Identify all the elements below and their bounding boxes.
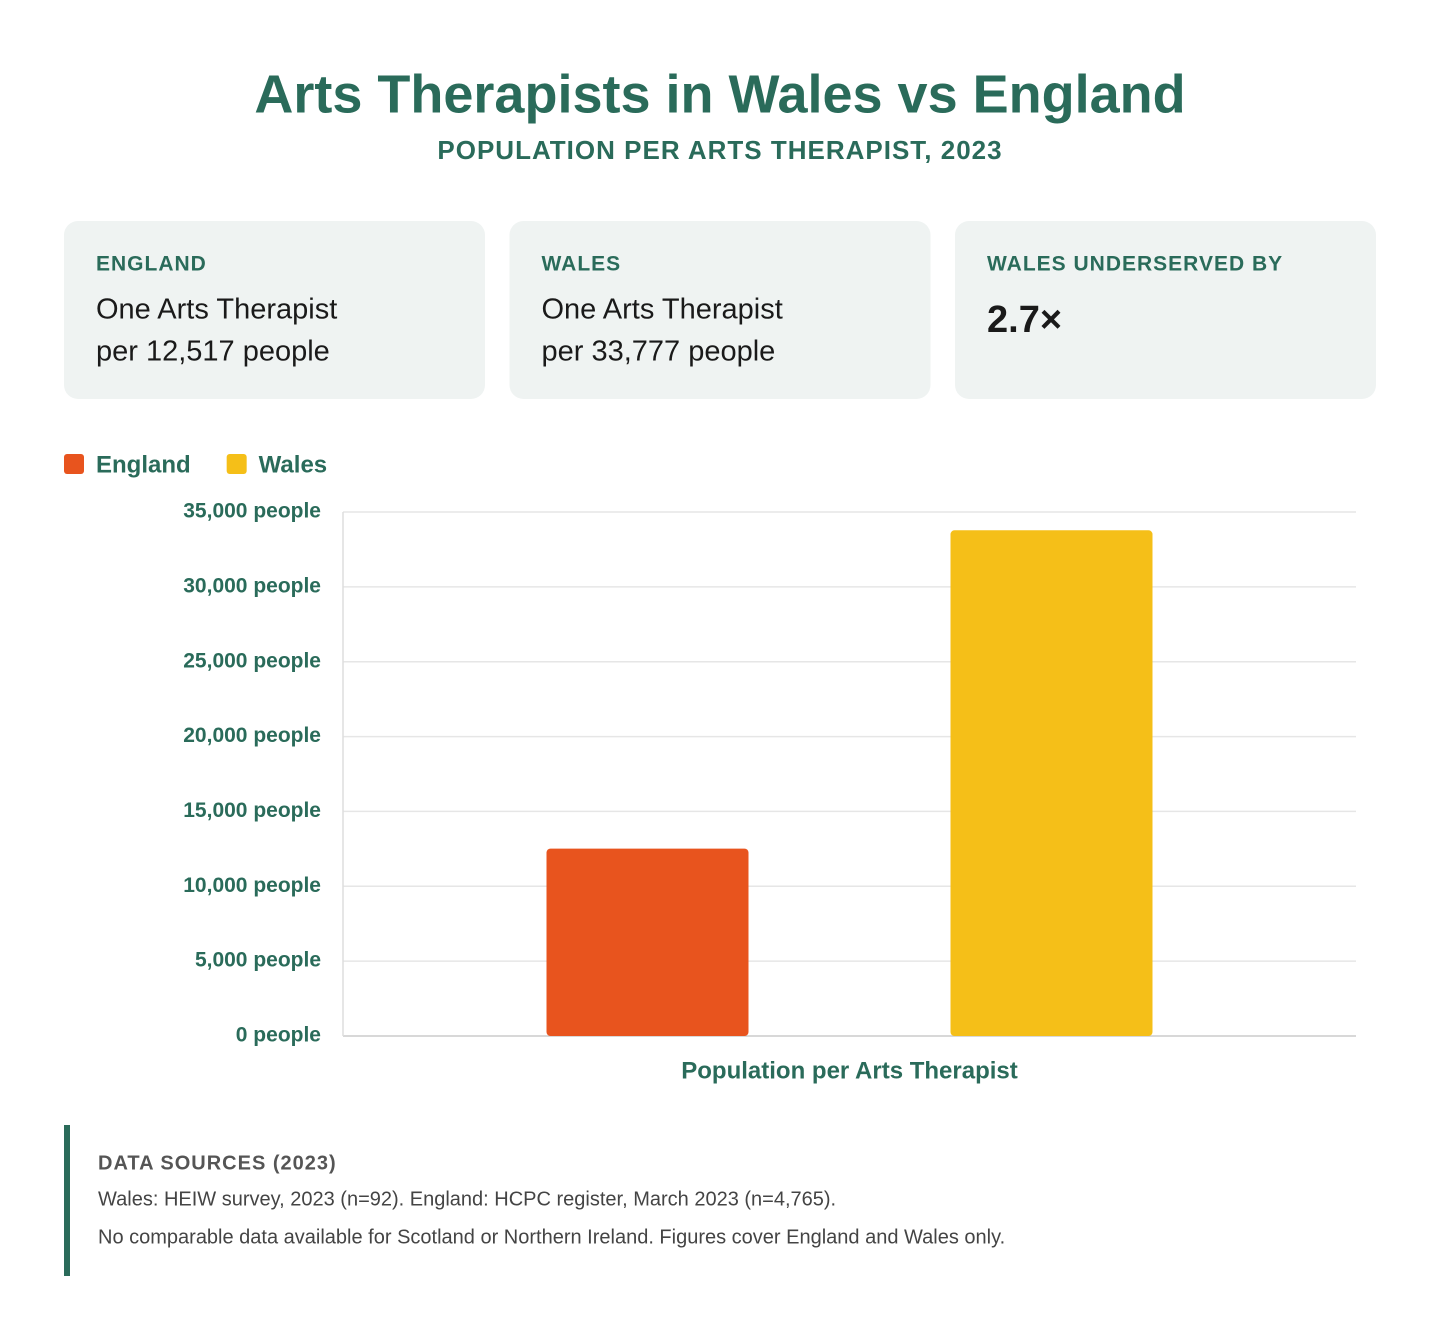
sources-line: Wales: HEIW survey, 2023 (n=92). England… [98, 1188, 836, 1210]
card-text: 2.7× [987, 299, 1062, 341]
sources-line: No comparable data available for Scotlan… [98, 1226, 1005, 1248]
card-label: WALES UNDERSERVED BY [987, 253, 1283, 276]
y-tick-label: 10,000 people [183, 874, 321, 897]
card-text: One Arts Therapist [542, 294, 783, 326]
card-label: WALES [542, 253, 622, 276]
legend-swatch [64, 454, 84, 474]
bar [950, 530, 1153, 1036]
y-tick-label: 30,000 people [183, 574, 321, 597]
subtitle: POPULATION PER ARTS THERAPIST, 2023 [437, 135, 1002, 165]
legend-label: England [96, 451, 191, 478]
y-tick-label: 15,000 people [183, 799, 321, 822]
card [509, 221, 931, 399]
card-text: One Arts Therapist [96, 294, 337, 326]
card-text: per 33,777 people [542, 336, 776, 368]
y-tick-label: 0 people [236, 1024, 321, 1047]
y-tick-label: 25,000 people [183, 649, 321, 672]
title: Arts Therapists in Wales vs England [254, 64, 1185, 124]
card-label: ENGLAND [96, 253, 207, 276]
x-axis-label: Population per Arts Therapist [681, 1057, 1017, 1084]
card [64, 221, 485, 399]
y-tick-label: 20,000 people [183, 724, 321, 747]
legend-swatch [226, 454, 247, 474]
y-tick-label: 35,000 people [183, 500, 321, 523]
bar [546, 848, 749, 1036]
card-text: per 12,517 people [96, 336, 330, 368]
y-tick-label: 5,000 people [195, 949, 321, 972]
card [955, 221, 1376, 399]
source-bar [64, 1125, 70, 1276]
legend-label: Wales [259, 451, 327, 478]
sources-heading: DATA SOURCES (2023) [98, 1152, 337, 1174]
